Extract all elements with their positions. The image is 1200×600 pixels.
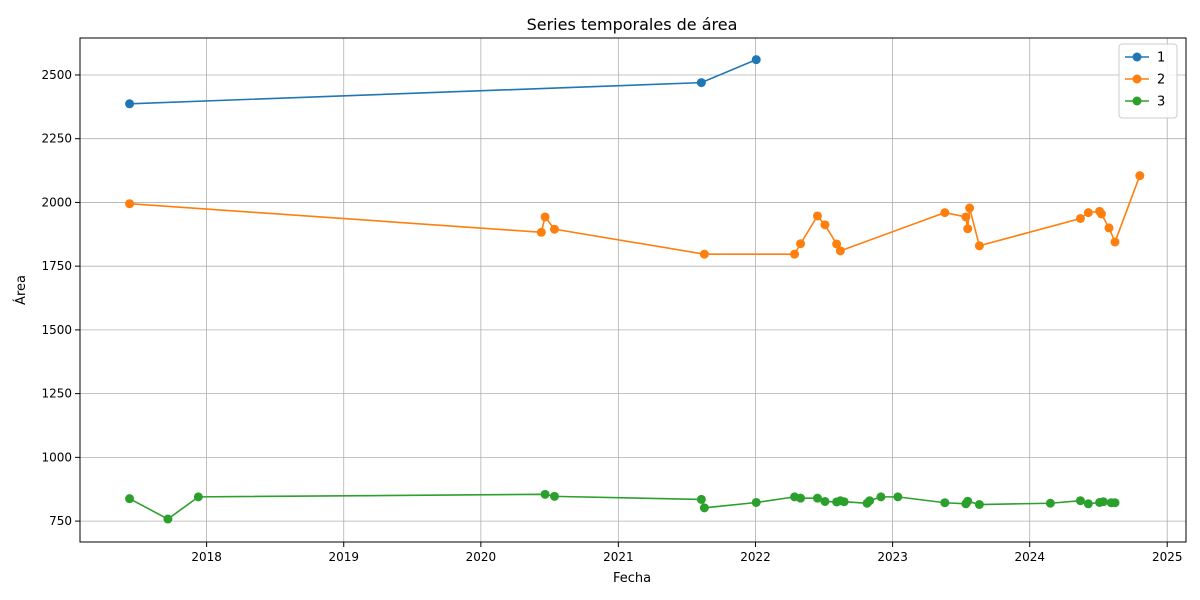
data-point <box>549 224 559 234</box>
data-point <box>1075 213 1085 223</box>
y-tick-label: 1750 <box>41 259 72 273</box>
series-2 <box>125 171 1145 259</box>
legend-marker <box>1132 52 1142 62</box>
data-point <box>963 224 973 234</box>
legend-item-3: 3 <box>1125 95 1165 110</box>
data-point <box>790 249 800 259</box>
y-tick-label: 1500 <box>41 323 72 337</box>
data-point <box>125 199 135 209</box>
x-tick-label: 2024 <box>1014 550 1045 564</box>
data-point <box>536 227 546 237</box>
data-point <box>865 496 875 506</box>
data-point <box>796 239 806 249</box>
data-point <box>699 249 709 259</box>
data-point <box>1110 498 1120 508</box>
data-point <box>540 212 550 222</box>
data-point <box>940 498 950 508</box>
x-axis: 2018 2019 2020 2021 2022 2023 2024 2025 <box>191 542 1182 564</box>
legend-box <box>1118 43 1178 119</box>
data-point <box>1045 498 1055 508</box>
data-point <box>876 492 886 502</box>
x-tick-label: 2018 <box>191 550 222 564</box>
data-point <box>699 503 709 513</box>
data-point <box>193 492 203 502</box>
data-point <box>820 496 830 506</box>
legend-label: 3 <box>1157 95 1165 110</box>
data-point <box>1104 223 1114 233</box>
legend-label: 2 <box>1157 73 1165 88</box>
data-point <box>1096 209 1106 219</box>
series-3 <box>125 489 1120 524</box>
data-point <box>1075 496 1085 506</box>
data-point <box>1098 497 1108 507</box>
data-point <box>751 497 761 507</box>
data-point <box>940 208 950 218</box>
data-point <box>974 241 984 251</box>
x-axis-label: Fecha <box>613 571 651 586</box>
legend-marker <box>1132 96 1142 106</box>
data-point <box>965 203 975 213</box>
plot-frame <box>79 37 1187 543</box>
legend-item-1: 1 <box>1125 51 1165 66</box>
data-point <box>1083 208 1093 218</box>
data-point <box>835 246 845 256</box>
data-point <box>893 492 903 502</box>
x-tick-label: 2020 <box>466 550 497 564</box>
y-axis: 750 1000 1250 1500 1750 2000 2250 2500 <box>41 68 80 528</box>
y-tick-label: 1000 <box>41 450 72 464</box>
chart-title: Series temporales de área <box>527 15 738 34</box>
data-point <box>751 55 761 65</box>
data-point <box>125 494 135 504</box>
x-tick-label: 2021 <box>603 550 634 564</box>
series-1 <box>125 55 761 109</box>
grid <box>80 38 1186 542</box>
data-point <box>839 497 849 507</box>
series-layer <box>125 55 1145 524</box>
data-point <box>832 239 842 249</box>
data-point <box>796 493 806 503</box>
data-point <box>163 514 173 524</box>
x-tick-label: 2023 <box>877 550 908 564</box>
y-tick-label: 2500 <box>41 68 72 82</box>
y-tick-label: 2250 <box>41 132 72 146</box>
data-point <box>540 489 550 499</box>
data-point <box>812 211 822 221</box>
data-point <box>1135 171 1145 181</box>
data-point <box>812 493 822 503</box>
x-tick-label: 2022 <box>740 550 771 564</box>
legend: 1 2 3 <box>1118 43 1178 119</box>
x-tick-label: 2025 <box>1152 550 1183 564</box>
data-point <box>696 494 706 504</box>
series-line <box>129 175 1141 255</box>
data-point <box>974 500 984 510</box>
data-point <box>1083 499 1093 509</box>
x-tick-label: 2019 <box>328 550 359 564</box>
data-point <box>963 496 973 506</box>
y-axis-label: Área <box>13 275 29 305</box>
y-tick-label: 2000 <box>41 195 72 209</box>
legend-label: 1 <box>1157 51 1165 66</box>
legend-marker <box>1132 74 1142 84</box>
data-point <box>696 78 706 88</box>
data-point <box>1110 237 1120 247</box>
data-point <box>125 99 135 109</box>
data-point <box>549 491 559 501</box>
y-tick-label: 1250 <box>41 387 72 401</box>
legend-item-2: 2 <box>1125 73 1165 88</box>
y-tick-label: 750 <box>49 514 72 528</box>
series-line <box>129 58 757 105</box>
data-point <box>961 212 971 222</box>
data-point <box>820 220 830 230</box>
